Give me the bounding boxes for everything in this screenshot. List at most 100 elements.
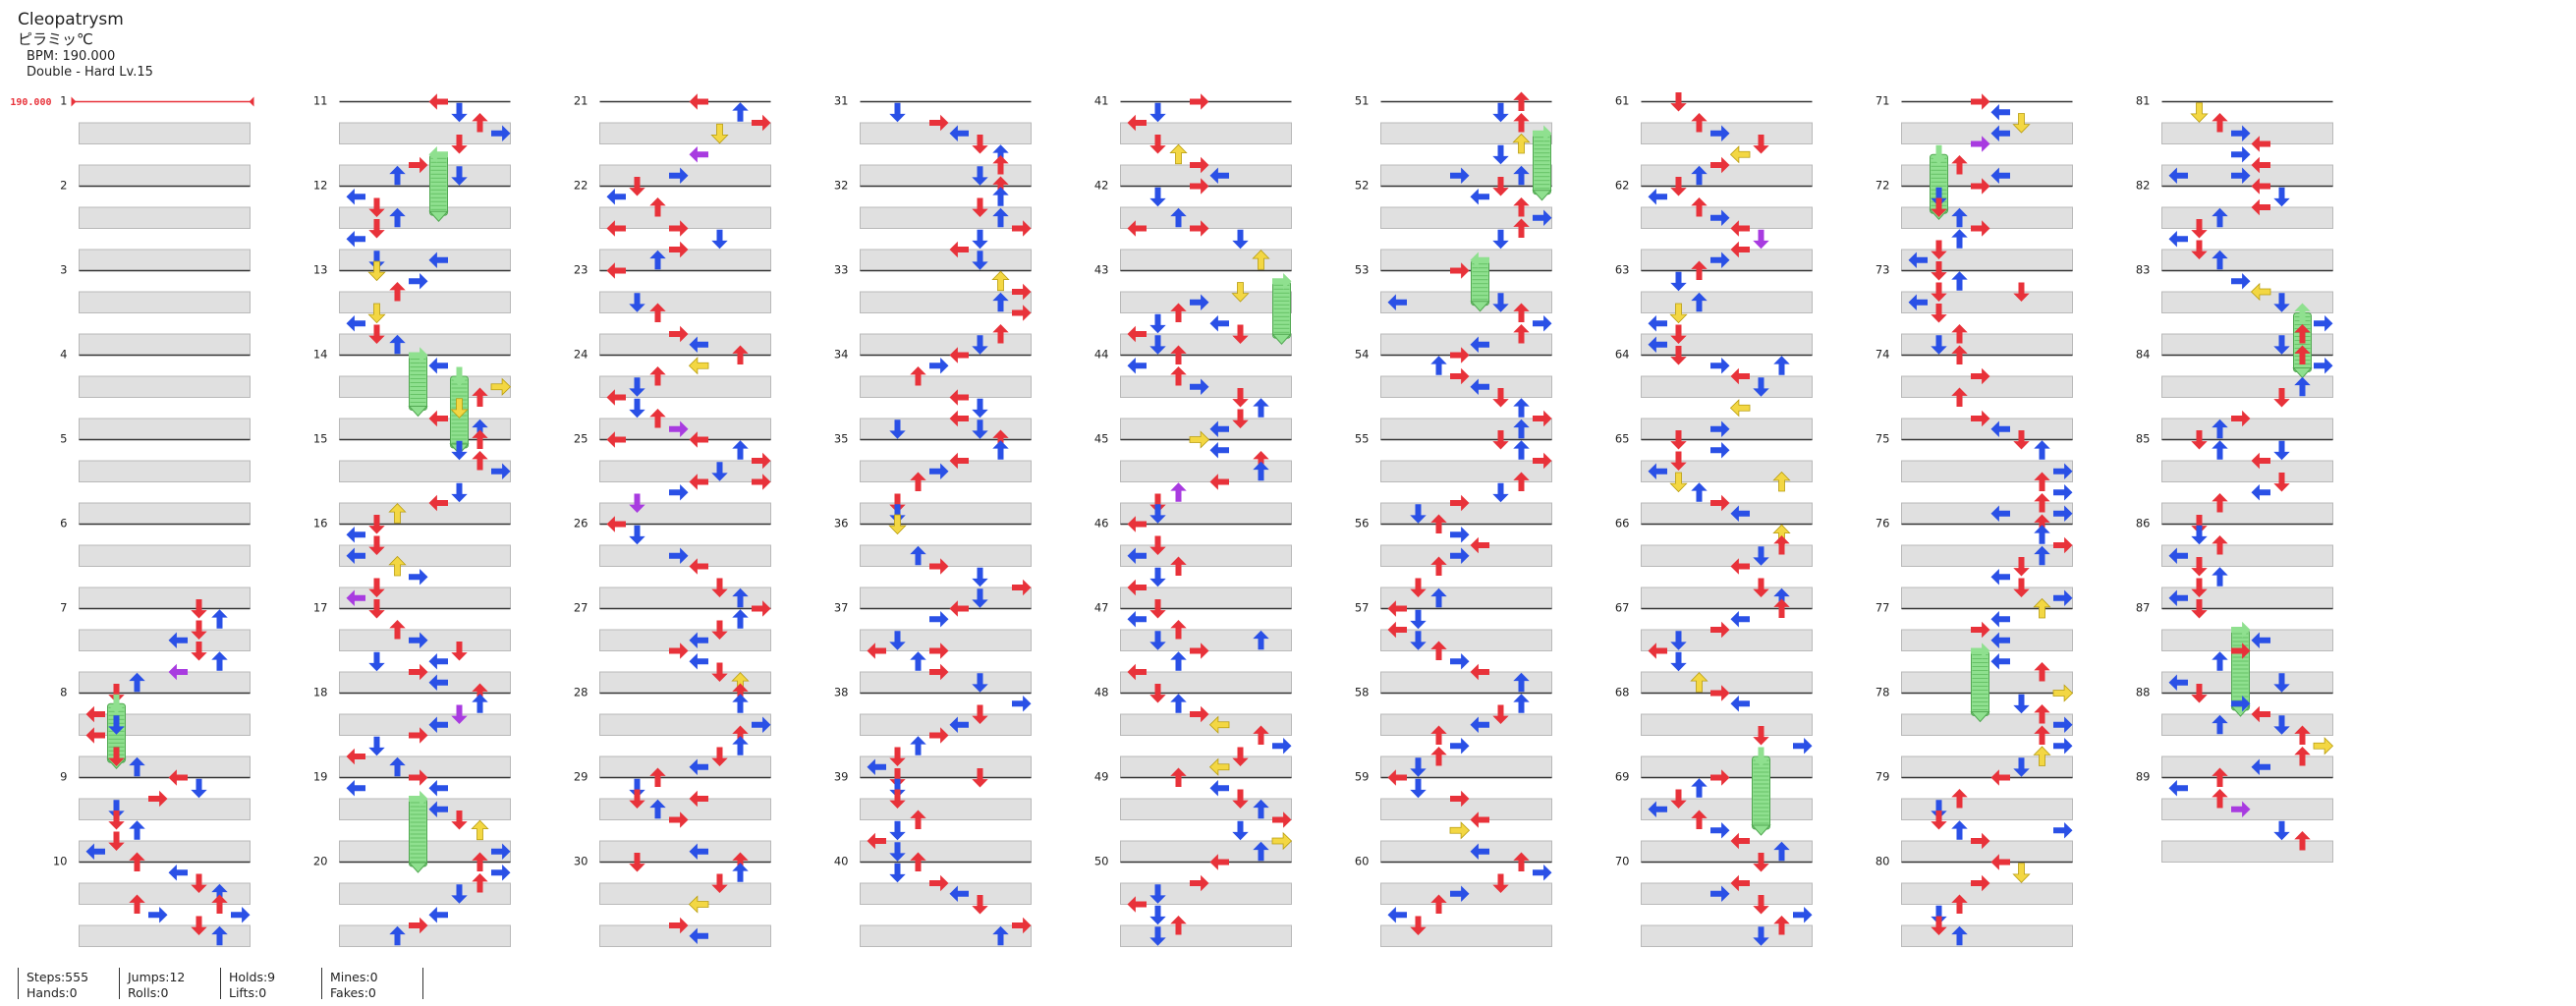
eighth-arrow-up	[211, 651, 228, 671]
measure-label: 8	[60, 686, 67, 699]
measure-label: 18	[313, 686, 328, 699]
beat-band	[860, 375, 1032, 398]
beat-band	[2161, 755, 2333, 778]
stat-group-jumps: Jumps:12 Rolls:0	[119, 968, 220, 1000]
eighth-arrow-right	[1450, 738, 1470, 754]
stat-steps: Steps:555	[27, 970, 89, 984]
eighth-arrow-down	[1492, 102, 1509, 123]
eighth-arrow-right	[1272, 738, 1292, 754]
beat-band	[1641, 629, 1813, 651]
measure-label: 15	[313, 432, 328, 446]
beat-band	[1120, 460, 1292, 482]
eighth-arrow-up	[732, 863, 749, 882]
song-header: Cleopatrysm ピラミッ℃ BPM: 190.000 Double - …	[18, 10, 153, 82]
measure-label: 10	[53, 855, 68, 868]
beat-band	[599, 924, 771, 947]
beat-band	[1120, 333, 1292, 356]
measure-label: 62	[1615, 179, 1630, 193]
beat-band	[599, 206, 771, 229]
beat-band	[79, 333, 251, 356]
beat-band	[860, 629, 1032, 651]
beat-band	[339, 544, 511, 567]
measure-label: 77	[1876, 601, 1890, 615]
beat-band	[1120, 755, 1292, 778]
eighth-arrow-down	[2013, 694, 2030, 714]
measure-label: 23	[574, 263, 588, 277]
beat-band	[1380, 291, 1552, 313]
sixteenth-arrow-down	[2190, 102, 2209, 123]
beat-band	[2161, 291, 2333, 313]
measure-label: 49	[1094, 770, 1109, 784]
eighth-arrow-up	[732, 694, 749, 713]
measure-label: 83	[2136, 263, 2151, 277]
measure-label: 72	[1876, 179, 1890, 193]
measure-label: 85	[2136, 432, 2151, 446]
eighth-arrow-left	[428, 780, 448, 797]
sixteenth-arrow-left	[689, 357, 709, 374]
beat-band	[599, 629, 771, 651]
eighth-arrow-up	[732, 609, 749, 629]
measure-label: 6	[60, 517, 67, 531]
beat-band	[339, 291, 511, 313]
measure-label: 43	[1094, 263, 1109, 277]
beat-band	[1901, 333, 2073, 356]
eighth-arrow-right	[2231, 146, 2251, 163]
measure-label: 4	[60, 348, 67, 362]
bpm-marker-right	[249, 96, 254, 107]
measure-label: 65	[1615, 432, 1630, 446]
measure-label: 56	[1355, 517, 1370, 531]
eighth-arrow-left	[1387, 907, 1407, 923]
eighth-arrow-up	[1170, 651, 1187, 671]
beat-band	[2161, 249, 2333, 271]
beat-band	[1380, 122, 1552, 144]
eighth-arrow-right	[2053, 822, 2073, 839]
measure-label: 3	[60, 263, 67, 277]
stat-group-holds: Holds:9 Lifts:0	[220, 968, 321, 1001]
measure-label: 82	[2136, 179, 2151, 193]
eighth-arrow-down	[1149, 567, 1166, 587]
stat-lifts: Lifts:0	[229, 985, 267, 1001]
eighth-arrow-up	[472, 694, 488, 713]
measure-label: 52	[1355, 179, 1370, 193]
eighth-arrow-right	[1450, 527, 1470, 543]
measure-label: 79	[1876, 770, 1890, 784]
eighth-arrow-up	[1951, 820, 1968, 840]
eighth-arrow-right	[669, 484, 689, 501]
beat-band	[79, 249, 251, 271]
beat-band	[1380, 375, 1552, 398]
eighth-arrow-right	[231, 907, 251, 923]
eighth-arrow-down	[1670, 271, 1687, 292]
beat-band	[599, 291, 771, 313]
measure-label: 7	[60, 601, 67, 615]
hold-tail	[2292, 367, 2313, 379]
eighth-arrow-down	[972, 567, 988, 587]
eighth-arrow-down	[889, 820, 906, 841]
eighth-arrow-left	[1730, 696, 1750, 712]
beat-band	[1380, 755, 1552, 778]
eighth-arrow-left	[346, 315, 365, 332]
beat-band	[860, 798, 1032, 820]
eighth-arrow-down	[451, 102, 468, 123]
beat-band	[1120, 122, 1292, 144]
eighth-arrow-left	[1990, 569, 2010, 586]
beat-band	[1901, 755, 2073, 778]
measure-label: 78	[1876, 686, 1890, 699]
measure-label: 42	[1094, 179, 1109, 193]
beat-band	[1120, 587, 1292, 609]
measure-label: 88	[2136, 686, 2151, 699]
measure-label: 17	[313, 601, 328, 615]
stat-jumps: Jumps:12	[128, 970, 186, 984]
measure-label: 60	[1355, 855, 1370, 868]
eighth-arrow-left	[1730, 611, 1750, 628]
measure-label: 50	[1094, 855, 1109, 868]
hold-body	[1752, 755, 1770, 830]
eighth-arrow-right	[1450, 653, 1470, 670]
beat-band	[599, 122, 771, 144]
eighth-arrow-up	[129, 820, 145, 840]
difficulty-info: Double - Hard Lv.15	[27, 65, 153, 81]
eighth-arrow-up	[2212, 567, 2228, 587]
eighth-arrow-down	[1492, 144, 1509, 165]
measure-label: 69	[1615, 770, 1630, 784]
stat-group-steps: Steps:555 Hands:0	[18, 968, 119, 1000]
